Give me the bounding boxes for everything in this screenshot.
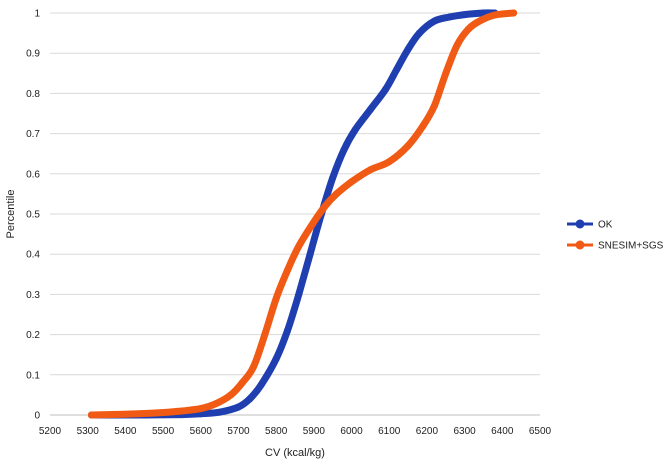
y-axis-ticks: 0 0.1 0.2 0.3 0.4 0.5 0.6 0.7 0.8 0.9 1 <box>26 9 40 422</box>
data-point-snesim-sgs <box>431 102 438 109</box>
data-point-ok <box>340 146 348 154</box>
data-point-snesim-sgs <box>491 11 499 19</box>
data-point-snesim-sgs <box>348 178 355 186</box>
y-tick-label: 0.8 <box>26 89 40 100</box>
data-point-snesim-sgs <box>250 363 257 371</box>
data-point-snesim-sgs <box>476 17 484 25</box>
y-tick-label: 1 <box>34 9 40 20</box>
data-point-ok <box>431 17 438 25</box>
data-point-ok <box>235 403 242 411</box>
data-point-snesim-sgs <box>212 400 220 408</box>
x-tick-label: 5500 <box>152 426 175 437</box>
x-tick-label: 5300 <box>77 426 100 437</box>
y-tick-label: 0.9 <box>26 49 40 60</box>
x-tick-label: 6000 <box>340 426 363 437</box>
data-point-snesim-sgs <box>453 41 461 49</box>
series-layer <box>88 9 518 419</box>
data-point-snesim-sgs <box>227 391 235 399</box>
x-tick-label: 5200 <box>39 426 62 437</box>
data-point-snesim-sgs <box>284 266 291 274</box>
data-point-snesim-sgs <box>261 331 269 339</box>
data-point-ok <box>393 65 401 73</box>
y-tick-label: 0.7 <box>26 129 40 140</box>
legend-label: SNESIM+SGS <box>598 241 664 252</box>
y-tick-label: 0.1 <box>26 370 40 381</box>
x-tick-label: 6400 <box>491 426 514 437</box>
data-point-ok <box>306 250 314 258</box>
data-point-ok <box>216 408 224 416</box>
data-point-snesim-sgs <box>152 409 159 417</box>
x-axis-title: CV (kcal/kg) <box>265 447 325 459</box>
data-point-ok <box>329 174 337 182</box>
data-point-ok <box>366 106 374 113</box>
data-point-snesim-sgs <box>321 202 329 210</box>
y-tick-label: 0.5 <box>26 210 40 221</box>
x-tick-label: 5400 <box>114 426 137 437</box>
y-tick-label: 0 <box>34 411 40 422</box>
data-point-snesim-sgs <box>178 407 186 415</box>
data-point-ok <box>284 327 291 335</box>
data-point-snesim-sgs <box>333 190 340 198</box>
data-point-snesim-sgs <box>197 405 205 413</box>
series-line-snesim-sgs <box>88 9 518 419</box>
data-point-snesim-sgs <box>404 142 412 150</box>
x-tick-label: 5900 <box>303 426 326 437</box>
x-tick-label: 5700 <box>227 426 250 437</box>
data-point-snesim-sgs <box>464 25 472 33</box>
y-tick-label: 0.6 <box>26 169 40 180</box>
x-axis-ticks: 5200 5300 5400 5500 5600 5700 5800 5900 6000 6100… <box>39 426 552 437</box>
x-tick-label: 5600 <box>190 426 213 437</box>
data-point-ok <box>272 355 280 363</box>
data-point-ok <box>257 381 265 389</box>
data-point-snesim-sgs <box>510 9 518 17</box>
data-point-snesim-sgs <box>419 122 427 130</box>
data-point-ok <box>446 13 453 21</box>
x-tick-label: 6500 <box>529 426 552 437</box>
gridlines <box>50 12 540 376</box>
legend-item-ok: OK <box>567 219 613 231</box>
data-point-snesim-sgs <box>88 411 95 419</box>
data-point-snesim-sgs <box>238 379 246 387</box>
data-point-ok <box>404 45 412 53</box>
y-tick-label: 0.4 <box>26 250 40 261</box>
data-point-snesim-sgs <box>121 410 129 418</box>
data-point-snesim-sgs <box>295 242 303 250</box>
x-tick-label: 6200 <box>416 426 439 437</box>
legend-label: OK <box>598 220 613 231</box>
y-axis-title: Percentile <box>5 190 17 239</box>
data-point-snesim-sgs <box>310 218 318 226</box>
data-point-snesim-sgs <box>385 158 393 166</box>
data-point-ok <box>351 126 359 134</box>
data-point-ok <box>382 85 389 93</box>
legend-swatch-marker <box>575 219 585 229</box>
legend-item-snesim-sgs: SNESIM+SGS <box>567 240 664 252</box>
data-point-ok <box>295 290 303 298</box>
data-point-snesim-sgs <box>272 294 280 302</box>
legend: OK SNESIM+SGS <box>567 219 664 252</box>
data-point-ok <box>415 29 423 37</box>
x-tick-label: 6300 <box>453 426 476 437</box>
y-tick-label: 0.2 <box>26 330 40 341</box>
data-point-ok <box>246 395 254 403</box>
y-tick-label: 0.3 <box>26 290 40 301</box>
data-point-snesim-sgs <box>366 166 374 174</box>
x-tick-label: 5800 <box>265 426 288 437</box>
x-tick-label: 6100 <box>378 426 401 437</box>
data-point-ok <box>461 11 469 19</box>
legend-swatch-marker <box>575 240 585 250</box>
data-point-snesim-sgs <box>442 69 450 77</box>
